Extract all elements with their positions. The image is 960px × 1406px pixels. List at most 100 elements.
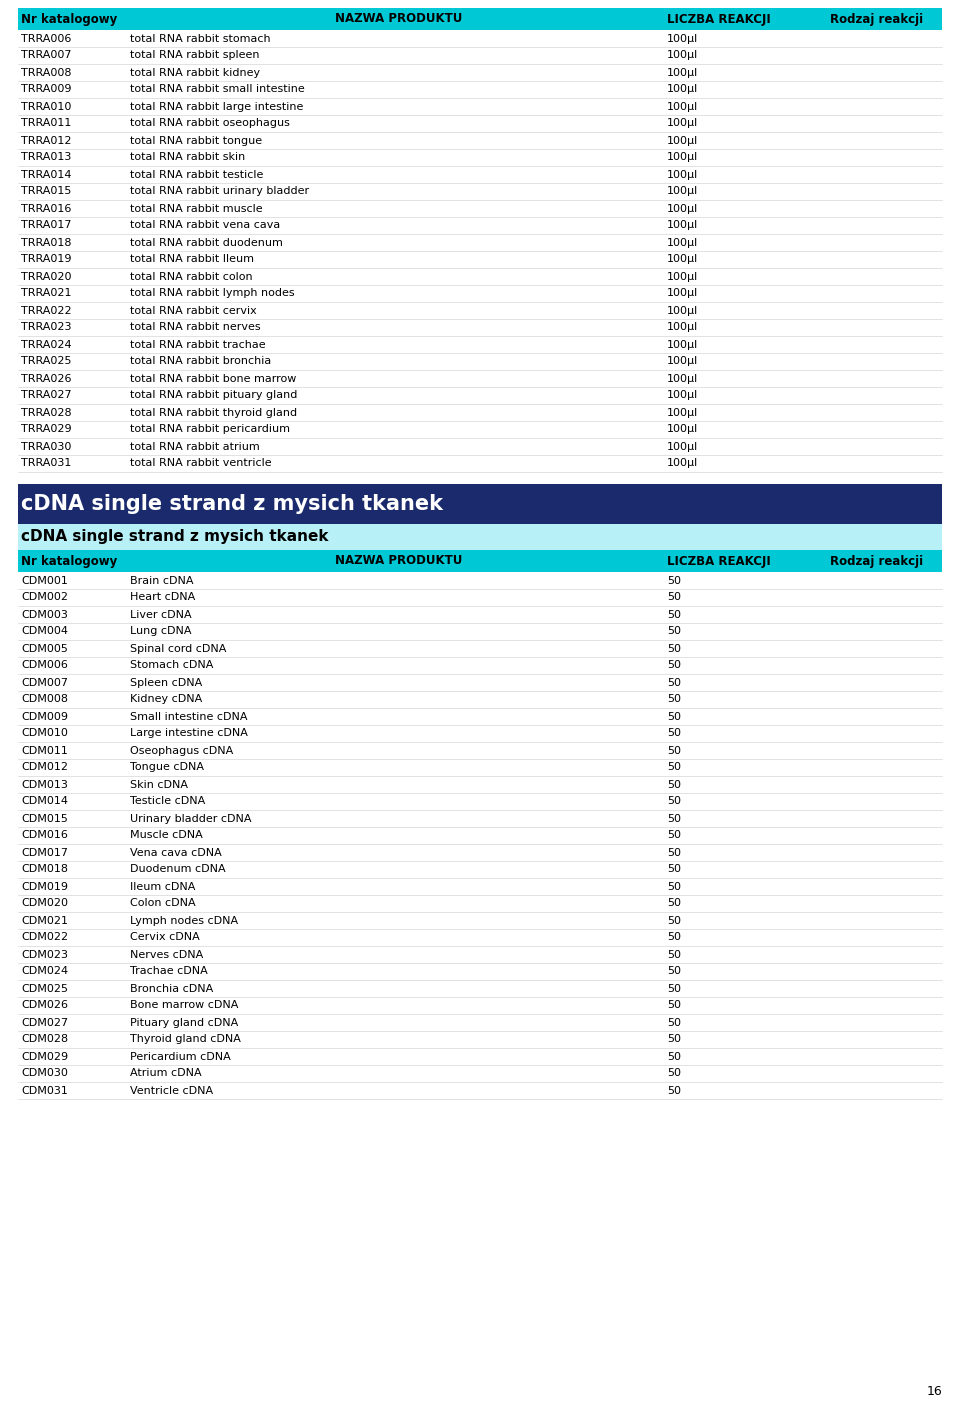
Text: CDM016: CDM016: [21, 831, 68, 841]
Bar: [18, 115, 942, 132]
Text: TRRA008: TRRA008: [21, 67, 72, 77]
Bar: [18, 456, 942, 472]
Text: 100µl: 100µl: [667, 305, 699, 315]
Text: CDM030: CDM030: [21, 1069, 68, 1078]
Bar: [18, 46, 942, 65]
Text: Bone marrow cDNA: Bone marrow cDNA: [130, 1001, 238, 1011]
Text: 50: 50: [667, 1052, 682, 1062]
Bar: [18, 606, 942, 623]
Text: TRRA009: TRRA009: [21, 84, 72, 94]
Text: 50: 50: [667, 661, 682, 671]
Text: Large intestine cDNA: Large intestine cDNA: [130, 728, 248, 738]
Text: total RNA rabbit thyroid gland: total RNA rabbit thyroid gland: [130, 408, 297, 418]
Text: total RNA rabbit large intestine: total RNA rabbit large intestine: [130, 101, 303, 111]
Text: 50: 50: [667, 695, 682, 704]
Text: CDM028: CDM028: [21, 1035, 68, 1045]
Text: CDM019: CDM019: [21, 882, 68, 891]
Bar: [18, 997, 942, 1014]
Text: total RNA rabbit bronchia: total RNA rabbit bronchia: [130, 357, 271, 367]
Text: Cervix cDNA: Cervix cDNA: [130, 932, 200, 942]
Text: total RNA rabbit pituary gland: total RNA rabbit pituary gland: [130, 391, 297, 401]
Text: 100µl: 100µl: [667, 271, 699, 281]
Text: NAZWA PRODUKTU: NAZWA PRODUKTU: [335, 554, 462, 568]
Text: CDM010: CDM010: [21, 728, 68, 738]
Text: Testicle cDNA: Testicle cDNA: [130, 797, 204, 807]
Text: 100µl: 100µl: [667, 425, 699, 434]
Text: TRRA021: TRRA021: [21, 288, 72, 298]
Text: Nr katalogowy: Nr katalogowy: [21, 554, 117, 568]
Bar: [18, 860, 942, 877]
Text: 50: 50: [667, 745, 682, 755]
Text: 50: 50: [667, 1069, 682, 1078]
Text: TRRA031: TRRA031: [21, 458, 71, 468]
Text: 50: 50: [667, 644, 682, 654]
Text: TRRA014: TRRA014: [21, 170, 72, 180]
Text: Nr katalogowy: Nr katalogowy: [21, 13, 117, 25]
Bar: [18, 1014, 942, 1031]
Text: 50: 50: [667, 831, 682, 841]
Bar: [18, 353, 942, 370]
Text: LICZBA REAKCJI: LICZBA REAKCJI: [667, 554, 771, 568]
Bar: [18, 8, 942, 30]
Text: Rodzaj reakcji: Rodzaj reakcji: [830, 554, 924, 568]
Text: Spinal cord cDNA: Spinal cord cDNA: [130, 644, 226, 654]
Bar: [18, 640, 942, 657]
Bar: [18, 776, 942, 793]
Text: Skin cDNA: Skin cDNA: [130, 779, 187, 790]
Bar: [18, 759, 942, 776]
Text: 100µl: 100µl: [667, 374, 699, 384]
Bar: [18, 149, 942, 166]
Text: CDM031: CDM031: [21, 1085, 68, 1095]
Text: 50: 50: [667, 678, 682, 688]
Text: CDM009: CDM009: [21, 711, 68, 721]
Text: 50: 50: [667, 882, 682, 891]
Bar: [18, 1031, 942, 1047]
Bar: [18, 963, 942, 980]
Bar: [18, 623, 942, 640]
Text: total RNA rabbit small intestine: total RNA rabbit small intestine: [130, 84, 304, 94]
Bar: [18, 877, 942, 896]
Text: 50: 50: [667, 592, 682, 603]
Bar: [18, 387, 942, 404]
Text: 100µl: 100µl: [667, 238, 699, 247]
Text: CDM007: CDM007: [21, 678, 68, 688]
Text: 50: 50: [667, 1001, 682, 1011]
Text: 100µl: 100µl: [667, 118, 699, 128]
Text: LICZBA REAKCJI: LICZBA REAKCJI: [667, 13, 771, 25]
Text: total RNA rabbit bone marrow: total RNA rabbit bone marrow: [130, 374, 296, 384]
Text: 50: 50: [667, 949, 682, 959]
Text: 100µl: 100µl: [667, 84, 699, 94]
Text: 50: 50: [667, 609, 682, 620]
Text: total RNA rabbit vena cava: total RNA rabbit vena cava: [130, 221, 280, 231]
Text: Liver cDNA: Liver cDNA: [130, 609, 191, 620]
Bar: [18, 725, 942, 742]
Text: 16: 16: [926, 1385, 942, 1398]
Text: TRRA019: TRRA019: [21, 254, 72, 264]
Text: total RNA rabbit pericardium: total RNA rabbit pericardium: [130, 425, 290, 434]
Text: 100µl: 100µl: [667, 152, 699, 163]
Bar: [18, 742, 942, 759]
Bar: [18, 912, 942, 929]
Text: total RNA rabbit urinary bladder: total RNA rabbit urinary bladder: [130, 187, 309, 197]
Text: CDM025: CDM025: [21, 984, 68, 994]
Text: CDM024: CDM024: [21, 966, 68, 977]
Text: Bronchia cDNA: Bronchia cDNA: [130, 984, 213, 994]
Bar: [18, 217, 942, 233]
Text: TRRA013: TRRA013: [21, 152, 71, 163]
Text: total RNA rabbit testicle: total RNA rabbit testicle: [130, 170, 263, 180]
Text: Brain cDNA: Brain cDNA: [130, 575, 193, 585]
Text: 100µl: 100µl: [667, 391, 699, 401]
Text: Rodzaj reakcji: Rodzaj reakcji: [830, 13, 924, 25]
Bar: [18, 929, 942, 946]
Text: 100µl: 100µl: [667, 204, 699, 214]
Text: CDM023: CDM023: [21, 949, 68, 959]
Text: 50: 50: [667, 575, 682, 585]
Bar: [18, 370, 942, 387]
Text: TRRA018: TRRA018: [21, 238, 72, 247]
Text: Pituary gland cDNA: Pituary gland cDNA: [130, 1018, 238, 1028]
Text: Colon cDNA: Colon cDNA: [130, 898, 195, 908]
Text: CDM013: CDM013: [21, 779, 68, 790]
Text: 50: 50: [667, 932, 682, 942]
Text: Spleen cDNA: Spleen cDNA: [130, 678, 202, 688]
Bar: [18, 896, 942, 912]
